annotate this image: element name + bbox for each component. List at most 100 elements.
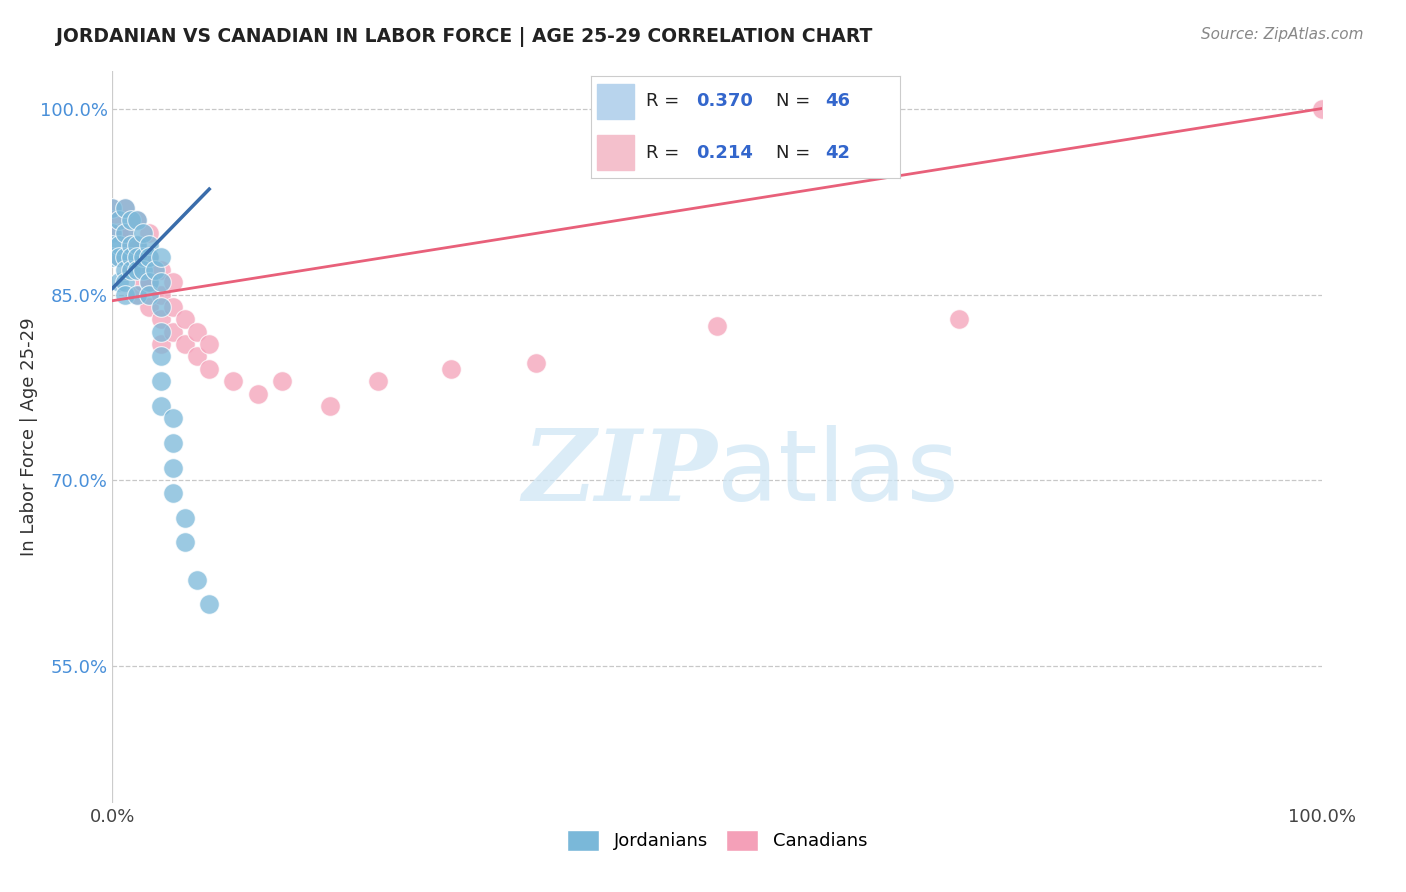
Jordanians <box>138 250 160 264</box>
Text: 46: 46 <box>825 93 851 111</box>
Canadians <box>162 300 184 314</box>
Jordanians <box>120 262 142 277</box>
Canadians <box>174 337 197 351</box>
Jordanians <box>101 201 124 215</box>
Canadians <box>138 275 160 289</box>
Canadians <box>125 238 148 252</box>
Canadians <box>246 386 269 401</box>
Canadians <box>114 250 136 264</box>
Bar <box>596 136 634 170</box>
Y-axis label: In Labor Force | Age 25-29: In Labor Force | Age 25-29 <box>20 318 38 557</box>
Jordanians <box>162 486 184 500</box>
Canadians <box>114 201 136 215</box>
Jordanians <box>114 275 136 289</box>
Jordanians <box>120 238 142 252</box>
Legend: Jordanians, Canadians: Jordanians, Canadians <box>558 821 876 860</box>
Canadians <box>270 374 292 388</box>
Jordanians <box>107 238 129 252</box>
Jordanians <box>138 238 160 252</box>
Jordanians <box>101 238 124 252</box>
Canadians <box>114 226 136 240</box>
Text: R =: R = <box>647 144 685 161</box>
Jordanians <box>107 250 129 264</box>
Text: R =: R = <box>647 93 685 111</box>
Text: N =: N = <box>776 144 815 161</box>
Canadians <box>107 226 129 240</box>
Canadians <box>524 356 547 370</box>
Text: JORDANIAN VS CANADIAN IN LABOR FORCE | AGE 25-29 CORRELATION CHART: JORDANIAN VS CANADIAN IN LABOR FORCE | A… <box>56 27 873 46</box>
Jordanians <box>138 287 160 301</box>
Canadians <box>162 325 184 339</box>
Jordanians <box>198 598 221 612</box>
Canadians <box>198 337 221 351</box>
Canadians <box>948 312 970 326</box>
Jordanians <box>101 250 124 264</box>
Jordanians <box>149 300 172 314</box>
Canadians <box>319 399 342 413</box>
Jordanians <box>120 213 142 227</box>
Text: ZIP: ZIP <box>522 425 717 522</box>
Canadians <box>138 250 160 264</box>
Jordanians <box>114 262 136 277</box>
Text: Source: ZipAtlas.com: Source: ZipAtlas.com <box>1201 27 1364 42</box>
Jordanians <box>149 399 172 413</box>
Canadians <box>186 350 208 364</box>
Bar <box>596 84 634 119</box>
Canadians <box>120 262 142 277</box>
Jordanians <box>114 226 136 240</box>
Jordanians <box>107 213 129 227</box>
Canadians <box>440 362 463 376</box>
Text: 42: 42 <box>825 144 851 161</box>
Canadians <box>222 374 245 388</box>
Jordanians <box>149 250 172 264</box>
Jordanians <box>162 461 184 475</box>
Canadians <box>1310 102 1333 116</box>
Canadians <box>149 262 172 277</box>
Jordanians <box>138 275 160 289</box>
Text: atlas: atlas <box>717 425 959 522</box>
Jordanians <box>132 262 155 277</box>
Canadians <box>125 262 148 277</box>
Jordanians <box>120 250 142 264</box>
Jordanians <box>132 226 155 240</box>
Jordanians <box>174 535 197 549</box>
Canadians <box>101 201 124 215</box>
Jordanians <box>149 374 172 388</box>
Jordanians <box>125 262 148 277</box>
Canadians <box>186 325 208 339</box>
Jordanians <box>162 411 184 425</box>
Canadians <box>120 238 142 252</box>
Jordanians <box>143 262 166 277</box>
Canadians <box>198 362 221 376</box>
Text: N =: N = <box>776 93 815 111</box>
Jordanians <box>125 250 148 264</box>
Jordanians <box>162 436 184 450</box>
Canadians <box>125 287 148 301</box>
Jordanians <box>186 573 208 587</box>
Jordanians <box>149 325 172 339</box>
Canadians <box>367 374 389 388</box>
Jordanians <box>149 350 172 364</box>
Canadians <box>101 213 124 227</box>
Jordanians <box>114 287 136 301</box>
Jordanians <box>149 275 172 289</box>
Canadians <box>138 226 160 240</box>
Canadians <box>149 312 172 326</box>
Jordanians <box>114 201 136 215</box>
Jordanians <box>101 226 124 240</box>
Canadians <box>162 275 184 289</box>
Canadians <box>132 275 155 289</box>
Text: 0.370: 0.370 <box>696 93 752 111</box>
Canadians <box>149 337 172 351</box>
Jordanians <box>174 510 197 524</box>
Canadians <box>138 300 160 314</box>
Canadians <box>132 250 155 264</box>
Canadians <box>174 312 197 326</box>
Canadians <box>107 250 129 264</box>
Jordanians <box>125 287 148 301</box>
Jordanians <box>125 238 148 252</box>
Jordanians <box>107 275 129 289</box>
Canadians <box>149 287 172 301</box>
Jordanians <box>114 250 136 264</box>
Text: 0.214: 0.214 <box>696 144 752 161</box>
